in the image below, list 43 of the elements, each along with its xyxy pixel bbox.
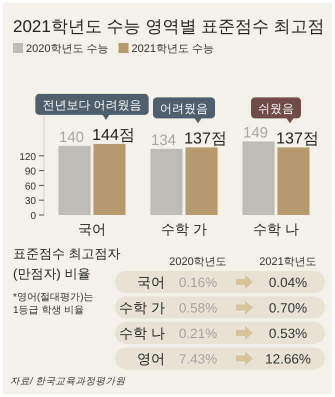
annotation: 전년보다 어려웠음 (42, 98, 142, 112)
data-label: 0.21% (178, 326, 218, 341)
data-label: 0.04% (268, 275, 308, 290)
data-label: 134 (150, 132, 176, 149)
category-label: 수학 가 (119, 300, 165, 316)
data-label: 0.58% (178, 300, 218, 316)
data-label: 12.66% (265, 352, 311, 366)
x-tick-label: 국어 (78, 221, 106, 237)
text: 2021학년도 (259, 256, 317, 268)
data-label: 0.53% (268, 326, 308, 341)
bar (58, 146, 90, 215)
x-tick-label: 수학 가 (161, 221, 207, 237)
bar (94, 144, 126, 215)
data-label: 7.43% (178, 352, 218, 366)
data-label: 149 (242, 124, 268, 142)
data-label: 0.16% (178, 275, 218, 290)
category-label: 영어 (137, 350, 165, 366)
y-tick-label: 30 (24, 196, 36, 208)
y-tick-label: 0 (30, 211, 36, 222)
data-label: 137점 (276, 130, 319, 148)
legend-label: 2020학년도 수능 (26, 43, 109, 55)
bar (150, 148, 182, 215)
bar (278, 147, 310, 215)
bar (186, 147, 218, 215)
data-label: 0.70% (268, 300, 308, 316)
annotation: 쉬웠음 (258, 101, 294, 116)
annotation: 어려웠음 (160, 101, 208, 116)
y-tick-label: 60 (24, 181, 36, 192)
category-label: 수학 나 (119, 325, 165, 341)
data-label: 140 (58, 128, 84, 146)
data-label: 137점 (184, 130, 227, 148)
text: 자료/ 한국교육과정평가원 (10, 376, 126, 387)
series-label: 2020학년도 (169, 256, 227, 268)
x-tick-label: 수학 나 (253, 221, 299, 237)
data-label: 144점 (92, 126, 135, 144)
legend-label: 2021학년도 수능 (132, 43, 214, 55)
chart-title: 2021학년도 수능 영역별 표준점수 최고점 (13, 17, 325, 36)
text: 표준점수 최고점자 (만점자) 비율 (13, 246, 121, 281)
bar (242, 141, 274, 215)
y-tick-label: 90 (24, 166, 36, 178)
category-label: 국어 (137, 274, 165, 290)
text: *영어(절대평가)는 1등급 학생 비율 (13, 292, 94, 316)
y-tick-label: 120 (19, 152, 36, 163)
